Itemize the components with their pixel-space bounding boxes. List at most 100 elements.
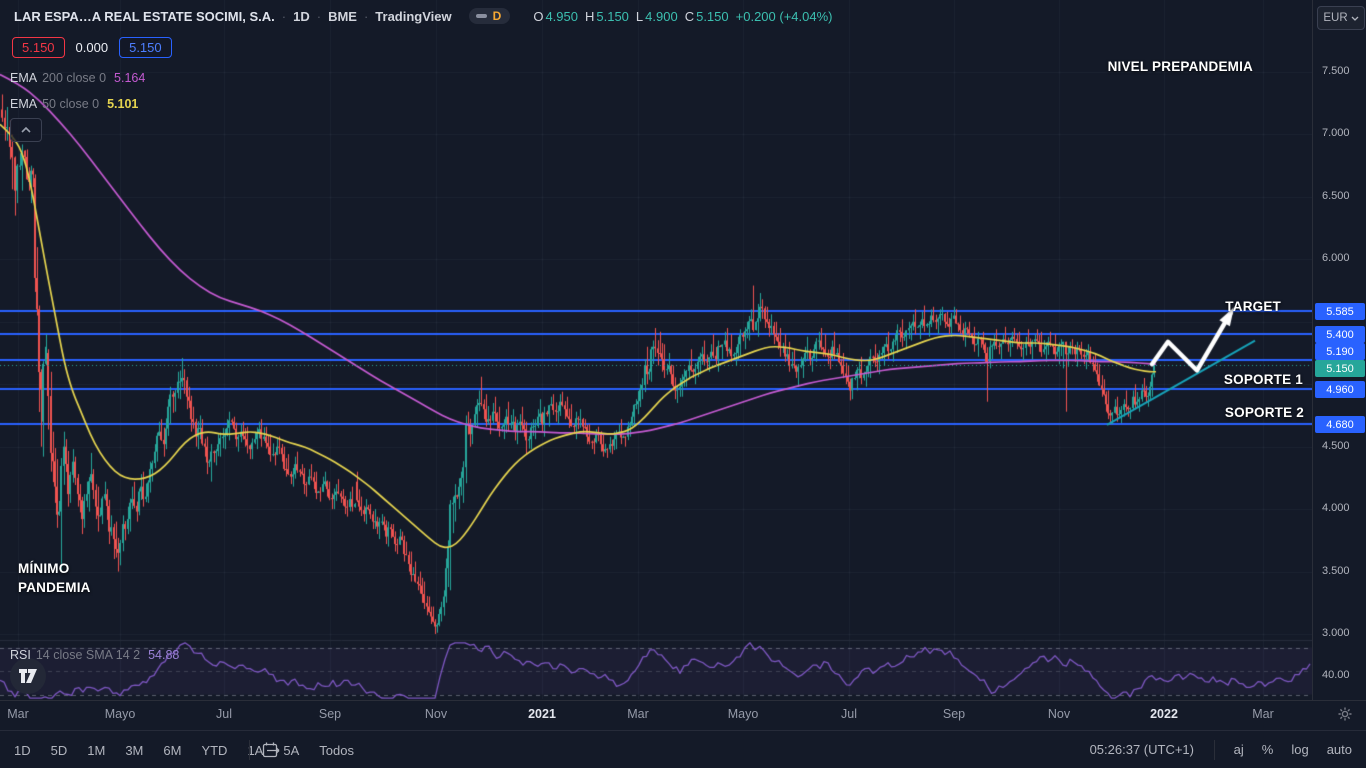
separator-dot: · [316, 8, 322, 24]
price-tick-4.500: 4.500 [1322, 439, 1350, 452]
time-label-Mayo[interactable]: Mayo [104, 707, 136, 721]
price-badge-4.960[interactable]: 4.960 [1315, 381, 1365, 398]
low-label: L [635, 8, 644, 24]
ema50-value: 5.101 [107, 97, 139, 111]
close-value: 5.150 [696, 8, 729, 24]
toggle-dash-icon [475, 14, 487, 18]
time-label-2021[interactable]: 2021 [528, 707, 556, 721]
rsi-value: 54.88 [148, 648, 180, 662]
rsi-params: 14 close SMA 14 2 [35, 648, 141, 662]
range-button-5d[interactable]: 5D [50, 742, 68, 758]
low-value: 4.900 [645, 8, 678, 24]
time-label-Sep[interactable]: Sep [942, 707, 966, 721]
time-label-Mar[interactable]: Mar [7, 707, 29, 721]
range-button-todos[interactable]: Todos [319, 742, 354, 758]
change-price-badge: 0.000 [75, 40, 109, 55]
chart-header: LAR ESPA…A REAL ESTATE SOCIMI, S.A. · 1D… [14, 8, 833, 24]
price-tick-3.000: 3.000 [1322, 626, 1350, 639]
ema50-params: 50 close 0 [42, 97, 100, 111]
rsi-legend[interactable]: RSI 14 close SMA 14 2 54.88 [10, 648, 179, 662]
scale-mode-buttons: aj% log auto [1234, 742, 1352, 757]
ema200-value: 5.164 [114, 71, 146, 85]
annotation-soporte-2: SOPORTE 2 [1224, 405, 1304, 420]
currency-button[interactable]: EUR [1317, 6, 1365, 30]
price-badge-5.585[interactable]: 5.585 [1315, 303, 1365, 320]
time-label-Sep[interactable]: Sep [318, 707, 342, 721]
price-badge-5.150[interactable]: 5.150 [1315, 360, 1365, 377]
annotation-soporte-1: SOPORTE 1 [1223, 372, 1303, 387]
mode-button-log[interactable]: log [1291, 742, 1309, 757]
gear-icon[interactable] [1337, 706, 1353, 727]
price-alert-badges: 5.150 0.000 5.150 [12, 37, 172, 58]
time-label-Jul[interactable]: Jul [841, 707, 857, 721]
ema50-name: EMA [10, 97, 38, 111]
rsi-name: RSI [10, 648, 31, 662]
open-label: O [533, 8, 544, 24]
toolbar-divider [1214, 740, 1215, 760]
time-label-Mar[interactable]: Mar [1252, 707, 1274, 721]
separator-dot: · [363, 8, 369, 24]
mode-button-percent[interactable]: % [1261, 742, 1274, 757]
exchange-label[interactable]: BME [328, 8, 357, 24]
change-value: +0.200 (+4.04%) [735, 8, 833, 24]
tradingview-logo [10, 658, 46, 694]
interval-toggle-pill[interactable]: D [468, 8, 511, 24]
platform-label[interactable]: TradingView [375, 8, 452, 24]
time-label-2022[interactable]: 2022 [1150, 707, 1178, 721]
price-tick-3.500: 3.500 [1322, 564, 1350, 577]
separator-dot: · [281, 8, 287, 24]
go-to-date-icon[interactable] [262, 741, 281, 762]
close-label: C [684, 8, 695, 24]
time-label-Nov[interactable]: Nov [424, 707, 448, 721]
ema200-params: 200 close 0 [42, 71, 107, 85]
bottom-toolbar: 1D 5D 1M 3M 6M YTD 1A 5A Todos 05:26:37 (UTC+1) … [0, 730, 1366, 768]
low-price-badge[interactable]: 5.150 [12, 37, 65, 58]
high-label: H [584, 8, 595, 24]
collapse-legend-button[interactable] [10, 118, 42, 142]
high-value: 5.150 [596, 8, 629, 24]
range-button-1a[interactable]: 1A [247, 742, 264, 758]
price-tick-6.000: 6.000 [1322, 252, 1350, 265]
ema50-legend[interactable]: EMA 50 close 0 5.101 [10, 97, 138, 111]
time-label-Mayo[interactable]: Mayo [727, 707, 759, 721]
clock-label[interactable]: 05:26:37 (UTC+1) [1089, 742, 1194, 757]
price-badge-5.400[interactable]: 5.400 [1315, 326, 1365, 343]
time-label-Nov[interactable]: Nov [1047, 707, 1071, 721]
open-value: 4.950 [545, 8, 578, 24]
range-button-1d[interactable]: 1D [14, 742, 31, 758]
price-axis[interactable]: EUR 7.500 7.000 6.500 6.000 4.500 4.000 3.500 3… [1312, 0, 1366, 730]
mode-button-auto[interactable]: auto [1326, 742, 1352, 757]
toolbar-divider [249, 740, 250, 760]
range-button-5a[interactable]: 5A [283, 742, 300, 758]
price-badge-4.680[interactable]: 4.680 [1315, 416, 1365, 433]
currency-label: EUR [1323, 12, 1348, 24]
interval-label[interactable]: 1D [293, 8, 310, 24]
mode-button-aj[interactable]: aj [1233, 742, 1244, 757]
symbol-title[interactable]: LAR ESPA…A REAL ESTATE SOCIMI, S.A. [14, 8, 275, 24]
annotation-m-nimo-pandemia: MÍNIMO PANDEMIA [18, 561, 91, 595]
range-button-6m[interactable]: 6M [163, 742, 182, 758]
price-tick-4.000: 4.000 [1322, 502, 1350, 515]
chevron-down-icon [1351, 16, 1359, 21]
ema200-name: EMA [10, 71, 38, 85]
annotation-target: TARGET [1225, 299, 1281, 314]
range-button-1m[interactable]: 1M [87, 742, 106, 758]
price-tick-7.000: 7.000 [1322, 127, 1350, 140]
ema200-legend[interactable]: EMA 200 close 0 5.164 [10, 71, 145, 85]
price-tick-7.500: 7.500 [1322, 65, 1350, 77]
ohlc-readout: O 4.950 H 5.150 L 4.900 C 5.150 +0.200 (+4.0… [533, 9, 832, 24]
range-selector: 1D 5D 1M 3M 6M YTD 1A 5A Todos [14, 731, 354, 768]
interval-badge: D [492, 9, 502, 23]
high-price-badge[interactable]: 5.150 [119, 37, 172, 58]
range-button-3m[interactable]: 3M [125, 742, 144, 758]
price-tick-6.500: 6.500 [1322, 189, 1350, 202]
time-label-Mar[interactable]: Mar [627, 707, 649, 721]
time-axis[interactable]: Mar Mayo Jul Sep Nov 2021 Mar Mayo Jul Sep Nov 2022… [0, 700, 1366, 731]
price-badge-5.190[interactable]: 5.190 [1315, 343, 1365, 360]
range-button-ytd[interactable]: YTD [201, 742, 228, 758]
annotation-nivel-prepandemia: NIVEL PREPANDEMIA [1107, 59, 1253, 74]
time-label-Jul[interactable]: Jul [216, 707, 232, 721]
rsi-tick-40.00: 40.00 [1322, 669, 1350, 681]
